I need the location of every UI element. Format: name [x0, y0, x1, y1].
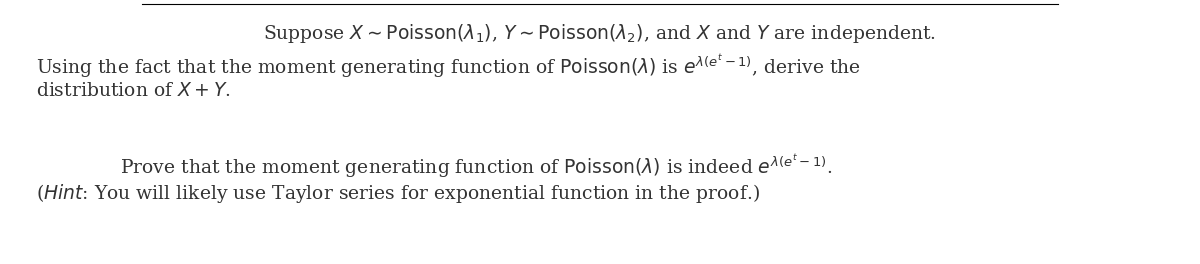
Text: Prove that the moment generating function of $\mathrm{Poisson}(\lambda)$ is inde: Prove that the moment generating functio…: [120, 152, 833, 180]
Text: Suppose $X \sim \mathrm{Poisson}(\lambda_1)$, $Y \sim \mathrm{Poisson}(\lambda_2: Suppose $X \sim \mathrm{Poisson}(\lambda…: [264, 22, 936, 45]
Text: distribution of $X+Y$.: distribution of $X+Y$.: [36, 82, 230, 100]
Text: ($\mathit{Hint}$: You will likely use Taylor series for exponential function in : ($\mathit{Hint}$: You will likely use Ta…: [36, 182, 760, 205]
Text: Using the fact that the moment generating function of $\mathrm{Poisson}(\lambda): Using the fact that the moment generatin…: [36, 52, 860, 80]
